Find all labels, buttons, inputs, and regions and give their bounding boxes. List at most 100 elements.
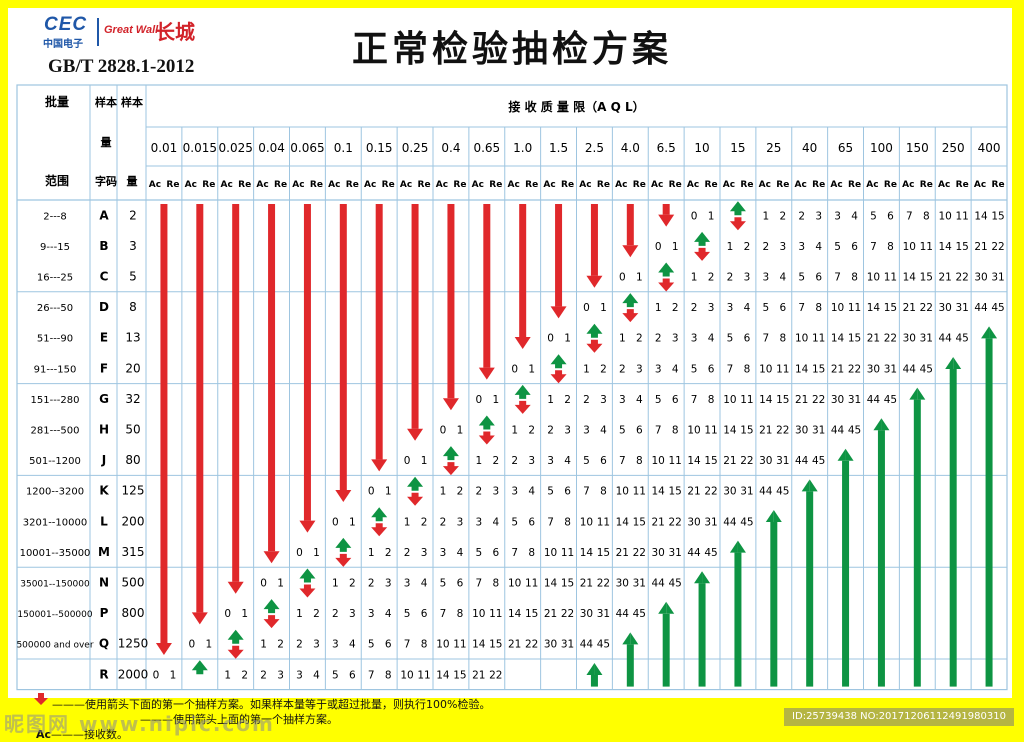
up-arrow-head [981, 326, 990, 339]
up-arrow-shaft [985, 338, 993, 687]
ac-header: Ac [328, 180, 340, 190]
ac-value: 10 [508, 578, 521, 590]
ac-value: 7 [906, 210, 913, 222]
ac-value: 2 [404, 547, 411, 559]
re-value: 4 [528, 486, 535, 498]
re-value: 22 [525, 639, 538, 651]
ac-value: 3 [583, 425, 590, 437]
ac-value: 1 [583, 363, 590, 375]
ac-value: 7 [583, 486, 590, 498]
sample-size: 3 [129, 239, 137, 253]
ac-value: 0 [583, 302, 590, 314]
ac-header: Ac [149, 180, 161, 190]
sample-code: Q [99, 637, 109, 651]
down-arrow-shaft [447, 204, 455, 399]
ac-value: 5 [834, 241, 841, 253]
ac-value: 2 [547, 425, 554, 437]
ac-header: Ac [579, 180, 591, 190]
re-value: 11 [633, 486, 646, 498]
ac-value: 21 [939, 272, 952, 284]
ac-value: 0 [368, 486, 375, 498]
re-value: 31 [884, 363, 897, 375]
down-arrow-head [263, 551, 280, 564]
re-value: 15 [453, 669, 466, 681]
ac-value: 14 [616, 516, 630, 528]
batch-range: 26---50 [37, 303, 73, 314]
ac-header: Ac [759, 180, 771, 190]
batch-range: 501--1200 [29, 456, 81, 467]
aql-value: 15 [730, 141, 745, 155]
re-value: 15 [956, 241, 969, 253]
re-value: 3 [528, 455, 535, 467]
ac-header: Ac [221, 180, 233, 190]
re-value: 11 [812, 333, 825, 345]
re-value: 2 [600, 363, 607, 375]
re-header: Re [525, 180, 538, 190]
down-arrow-short [658, 278, 675, 292]
ac-header: Ac [364, 180, 376, 190]
re-header: Re [992, 180, 1005, 190]
re-value: 11 [453, 639, 466, 651]
ac-header: Ac [185, 180, 197, 190]
sample-size: 800 [122, 606, 145, 620]
re-value: 3 [708, 302, 715, 314]
ac-value: 44 [795, 455, 809, 467]
up-arrow-head [694, 571, 703, 584]
down-arrow-shaft [483, 204, 491, 368]
re-value: 4 [492, 516, 499, 528]
down-arrow-head [550, 306, 567, 319]
re-value: 15 [669, 486, 682, 498]
ac-value: 3 [511, 486, 518, 498]
re-value: 6 [385, 639, 392, 651]
down-arrow-head [335, 490, 352, 502]
up-arrow-shaft [662, 613, 670, 687]
re-value: 6 [600, 455, 607, 467]
sample-size: 5 [129, 270, 137, 284]
re-value: 1 [313, 547, 320, 559]
re-value: 22 [633, 547, 646, 559]
ac-value: 5 [762, 302, 769, 314]
re-value: 8 [779, 333, 786, 345]
re-value: 11 [561, 547, 574, 559]
ac-value: 2 [798, 210, 805, 222]
down-arrow-head [478, 367, 495, 380]
re-value: 3 [277, 669, 284, 681]
re-value: 3 [457, 516, 464, 528]
ac-value: 30 [974, 272, 987, 284]
down-arrow-short [586, 339, 603, 353]
down-arrow-head [371, 459, 388, 472]
batch-range: 16---25 [37, 273, 73, 284]
ac-value: 2 [727, 272, 734, 284]
re-value: 11 [704, 425, 717, 437]
re-value: 4 [600, 425, 607, 437]
ac-value: 3 [475, 516, 482, 528]
ac-header: Ac [974, 180, 986, 190]
ac-value: 5 [691, 363, 698, 375]
re-value: 2 [779, 210, 786, 222]
down-arrow-shaft [375, 204, 383, 460]
re-value: 3 [313, 639, 320, 651]
ac-value: 21 [544, 608, 557, 620]
down-arrow-shaft [160, 204, 168, 643]
down-arrow-short [514, 400, 531, 414]
up-arrow-head [881, 418, 890, 431]
re-value: 22 [704, 486, 717, 498]
re-value: 1 [708, 210, 715, 222]
ac-header: Ac [615, 180, 627, 190]
ac-header: Ac [795, 180, 807, 190]
ac-value: 0 [153, 669, 160, 681]
up-arrow-short [407, 476, 424, 491]
ac-header: Ac [902, 180, 914, 190]
logo-divider [97, 18, 99, 46]
ac-value: 30 [652, 547, 665, 559]
ac-value: 44 [903, 363, 917, 375]
batch-range: 1200--3200 [26, 487, 84, 498]
sample-size: 13 [125, 331, 140, 345]
greatwall-logo: Great Wall [104, 24, 159, 36]
re-value: 1 [205, 639, 212, 651]
ac-value: 14 [472, 639, 486, 651]
re-value: 15 [920, 272, 933, 284]
ac-value: 3 [834, 210, 841, 222]
aql-value: 0.04 [258, 141, 285, 155]
ac-value: 5 [727, 333, 734, 345]
